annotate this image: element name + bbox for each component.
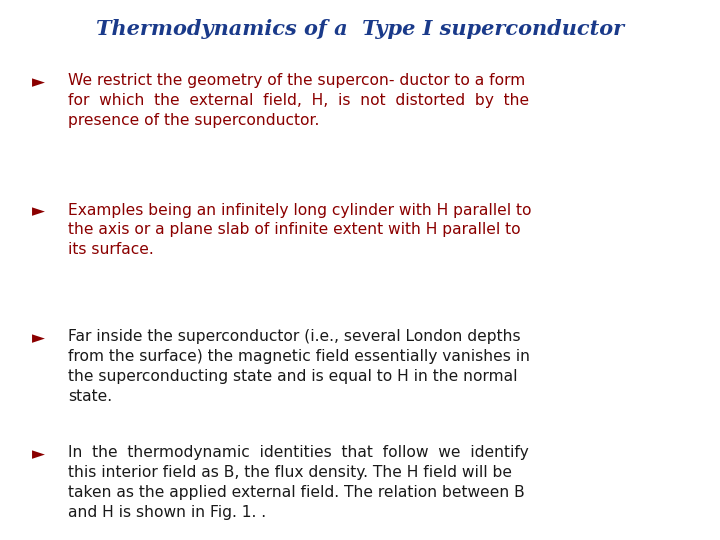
- Text: ►: ►: [32, 202, 45, 220]
- Text: Examples being an infinitely long cylinder with H parallel to
the axis or a plan: Examples being an infinitely long cylind…: [68, 202, 532, 257]
- Text: ►: ►: [32, 329, 45, 347]
- Text: We restrict the geometry of the supercon- ductor to a form
for  which  the  exte: We restrict the geometry of the supercon…: [68, 73, 529, 127]
- Text: ►: ►: [32, 446, 45, 463]
- Text: Thermodynamics of a  Type I superconductor: Thermodynamics of a Type I superconducto…: [96, 19, 624, 39]
- Text: Far inside the superconductor (i.e., several London depths
from the surface) the: Far inside the superconductor (i.e., sev…: [68, 329, 531, 404]
- Text: In  the  thermodynamic  identities  that  follow  we  identify
this interior fie: In the thermodynamic identities that fol…: [68, 446, 529, 520]
- Text: ►: ►: [32, 73, 45, 91]
